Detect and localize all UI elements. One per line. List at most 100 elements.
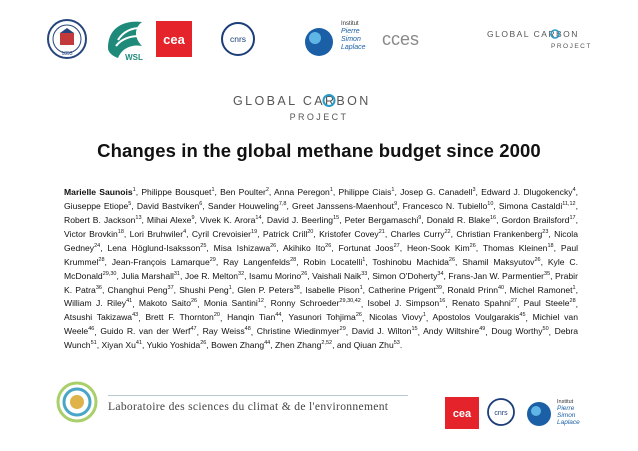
- author: Josep G. Canadell3: [400, 187, 475, 197]
- author: Fortunat Joos27: [339, 243, 400, 253]
- author-affiliation: 29: [209, 256, 216, 263]
- author-name: Paul Steele: [523, 298, 570, 309]
- author: Julia Marshall31: [121, 271, 180, 281]
- author-affiliation: 36: [95, 284, 102, 291]
- author-affiliation: 26: [448, 256, 456, 263]
- author: Patrick Crill20: [263, 229, 314, 239]
- author-name: Paul Krummel: [64, 242, 579, 267]
- author-affiliation: 44: [264, 340, 271, 347]
- gcp-main-line2: PROJECT: [290, 112, 349, 122]
- author-name: Simon O'Doherty: [372, 270, 438, 281]
- ipsl-line2: Pierre: [341, 28, 360, 35]
- author-name: Isabelle Pison: [305, 284, 360, 295]
- cnrs-logo: cnrs: [218, 16, 258, 62]
- author-name: Renato Spahni: [452, 298, 511, 309]
- author-affiliation: 39: [435, 284, 442, 291]
- author-affiliation: 26: [200, 340, 207, 347]
- author: Giuseppe Etiope5: [64, 201, 131, 211]
- author-name: Nicola Gedney: [64, 228, 578, 253]
- author-name: Misa Ishizawa: [213, 242, 271, 253]
- author: Paul Steele28: [524, 298, 576, 308]
- author: Simon O'Doherty34: [372, 271, 443, 281]
- author: Ronald Prinn40: [448, 285, 505, 295]
- author-affiliation: 13: [135, 214, 142, 221]
- author: Peter Bergamaschi9: [345, 215, 422, 225]
- author: Catherine Prigent39: [368, 285, 442, 295]
- author-name: Ronny Schroeder: [270, 298, 340, 309]
- author-affiliation: 37: [167, 284, 174, 291]
- author: Guido R. van der Werf47: [100, 326, 196, 336]
- author-affiliation: 32: [238, 270, 245, 277]
- author: Ronny Schroeder29,30,42: [271, 298, 361, 308]
- author: Simona Castaldi11,12: [499, 201, 576, 211]
- author-affiliation: 1: [362, 256, 366, 263]
- author-affiliation: 1: [422, 312, 426, 319]
- author-name: Greet Janssens-Maenhout: [292, 200, 395, 211]
- author-name: Brett F. Thornton: [145, 312, 214, 323]
- author: Prabir K. Patra36: [64, 271, 578, 295]
- author-name: Francesco N. Tubiello: [402, 200, 488, 211]
- author-affiliation: 29: [339, 326, 346, 333]
- author-name: Guido R. van der Werf: [100, 326, 191, 337]
- author-name: Doug Worthy: [491, 326, 543, 337]
- author-affiliation: 1: [329, 187, 333, 193]
- author: Gordon Brailsford17: [502, 215, 576, 225]
- author-affiliation: 9: [394, 200, 398, 207]
- author-affiliation: 26: [534, 256, 541, 263]
- author-name: Robin Locatelli: [303, 256, 363, 267]
- author-name: Xiyan Xu: [101, 340, 136, 351]
- author-affiliation: 46: [88, 326, 95, 333]
- author-affiliation: 15: [411, 326, 418, 333]
- author-name: Christine Wiedinmyer: [256, 326, 340, 337]
- author-name: Fortunat Joos: [338, 242, 394, 253]
- author-affiliation: 28: [290, 256, 297, 263]
- author-affiliation: 23: [542, 228, 549, 235]
- author-name: Frans-Jan W. Parmentier: [448, 270, 545, 281]
- author-affiliation: 17: [569, 214, 576, 221]
- author-name: Robert B. Jackson: [64, 214, 136, 225]
- author-affiliation: 38: [293, 284, 300, 291]
- author: Philippe Ciais1: [339, 187, 395, 197]
- cnrs-footer-logo: cnrs: [487, 398, 515, 426]
- global-carbon-project-small-logo: GLOBAL CARBON PROJECT: [485, 16, 605, 62]
- author: Monia Santini12: [204, 298, 264, 308]
- author: Nicola Gedney24: [64, 229, 578, 253]
- ipsl-logo: Institut Pierre Simon Laplace: [299, 16, 379, 62]
- author-affiliation: 25: [200, 242, 207, 249]
- author-affiliation: 1: [572, 284, 576, 291]
- author: Ben Poulter2: [220, 187, 269, 197]
- author-affiliation: 53: [393, 340, 400, 347]
- author: Akihiko Ito26: [283, 243, 331, 253]
- author-name: Cyril Crevoisier: [191, 228, 252, 239]
- author-name: Toshinobu Machida: [372, 256, 449, 267]
- author: Edward J. Dlugokencky4: [481, 187, 576, 197]
- author: Shamil Maksyutov26: [462, 257, 540, 267]
- author: Nicolas Viovy1: [369, 312, 426, 322]
- author-affiliation: 22: [444, 228, 451, 235]
- ipsl-line1: Institut: [341, 21, 359, 27]
- author-affiliation: 2: [265, 187, 269, 193]
- author: Changhui Peng37: [108, 285, 174, 295]
- author-affiliation: 27: [510, 298, 517, 305]
- author-affiliation: 51: [90, 340, 97, 347]
- author-affiliation: 33: [361, 270, 368, 277]
- author: Philippe Bousquet1: [141, 187, 214, 197]
- author: Brett F. Thornton20: [145, 312, 220, 322]
- author-name: Charles Curry: [390, 228, 445, 239]
- gcp-main-line1: GLOBAL CARBON: [233, 94, 371, 108]
- author: Debra Wunch51: [64, 326, 578, 350]
- author: Ray Langenfelds28: [223, 257, 296, 267]
- author-name: Atsushi Takizawa: [64, 312, 133, 323]
- author: Glen P. Peters38: [237, 285, 299, 295]
- author-name: Anna Peregon: [274, 186, 330, 197]
- author: Andy Wiltshire49: [423, 326, 485, 336]
- author-affiliation: 26: [270, 242, 277, 249]
- author-affiliation: 20: [213, 312, 220, 319]
- author-affiliation: 48: [244, 326, 251, 333]
- author: Frans-Jan W. Parmentier35: [448, 271, 550, 281]
- paper-title: Changes in the global methane budget sin…: [97, 140, 541, 161]
- author-affiliation: 19: [251, 228, 258, 235]
- author-name: Vaishali Naik: [312, 270, 362, 281]
- author: Greet Janssens-Maenhout9: [292, 201, 397, 211]
- cces-text: cces: [382, 29, 419, 49]
